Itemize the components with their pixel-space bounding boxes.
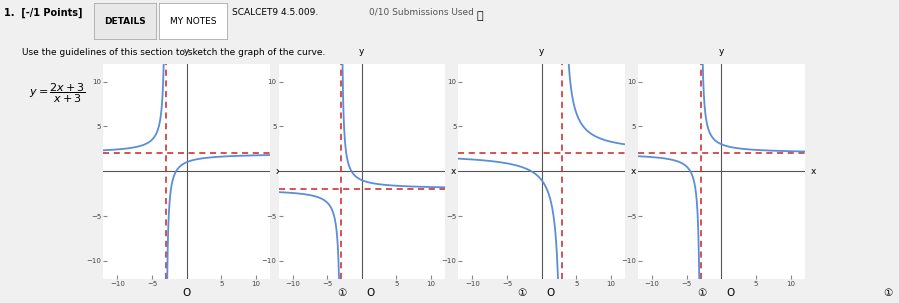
Text: MY NOTES: MY NOTES [170, 17, 216, 26]
Text: x: x [810, 167, 815, 176]
Text: 1.  [-/1 Points]: 1. [-/1 Points] [4, 8, 83, 18]
Text: Use the guidelines of this section to sketch the graph of the curve.: Use the guidelines of this section to sk… [22, 48, 325, 58]
Text: y: y [184, 47, 189, 56]
Text: x: x [450, 167, 456, 176]
Text: 0/10 Submissions Used: 0/10 Submissions Used [369, 8, 474, 17]
Text: O: O [367, 288, 375, 298]
Text: O: O [726, 288, 734, 298]
Text: y: y [360, 47, 364, 56]
Text: ①: ① [517, 288, 527, 298]
Text: x: x [630, 167, 636, 176]
Text: x: x [275, 167, 280, 176]
Text: ①: ① [697, 288, 707, 298]
Text: O: O [182, 288, 191, 298]
Text: y: y [719, 47, 724, 56]
Text: ⤵: ⤵ [476, 11, 483, 21]
Text: O: O [547, 288, 555, 298]
Text: DETAILS: DETAILS [104, 17, 146, 26]
Text: ①: ① [884, 288, 893, 298]
Text: ①: ① [337, 288, 347, 298]
Text: SCALCET9 4.5.009.: SCALCET9 4.5.009. [232, 8, 318, 17]
Text: y: y [539, 47, 544, 56]
Text: $y = \dfrac{2x+3}{x+3}$: $y = \dfrac{2x+3}{x+3}$ [29, 82, 85, 105]
